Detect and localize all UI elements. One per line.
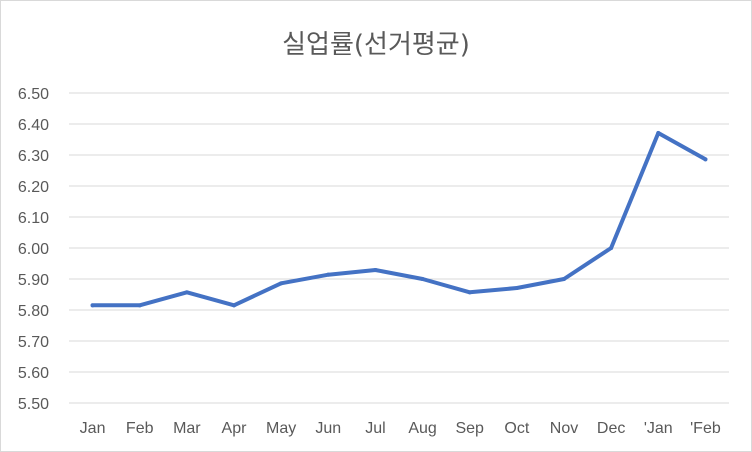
data-point [609,246,614,250]
x-tick-label: Apr [222,420,248,437]
data-point [232,303,236,308]
y-tick-label: 6.10 [18,210,49,227]
gridlines [69,92,729,404]
y-tick-label: 5.70 [18,334,49,351]
y-tick-label: 6.00 [18,241,49,258]
data-point [703,157,708,162]
data-point [562,277,566,281]
data-point [279,281,284,286]
data-point [90,303,95,308]
y-tick-label: 6.20 [18,179,49,196]
x-tick-label: Sep [455,420,484,437]
y-tick-label: 6.40 [18,117,49,134]
x-tick-label: 'Jan [644,420,673,437]
chart-title: 실업률(선거평균) [282,30,470,60]
y-tick-label: 6.50 [18,86,49,103]
data-point [656,130,661,135]
y-tick-label: 5.90 [18,272,49,289]
x-tick-label: May [266,420,296,437]
y-tick-label: 5.80 [18,303,49,320]
x-tick-label: Jan [80,420,106,437]
data-point [326,272,331,277]
series-line [90,131,708,308]
data-point [467,290,472,295]
x-tick-label: Dec [597,420,625,437]
x-tick-label: Oct [504,420,529,437]
x-axis-tick-labels: Jan Feb Mar Apr May Jun Jul Aug Sep Oct Nov Dec 'Jan… [80,420,721,437]
x-tick-label: Jun [315,420,341,437]
x-tick-label: Jul [365,420,385,437]
data-point [514,285,519,290]
x-tick-label: Nov [550,420,578,437]
y-tick-label: 6.30 [18,148,49,165]
x-tick-label: Aug [408,420,436,437]
y-tick-label: 5.60 [18,365,49,382]
data-point [373,268,378,273]
data-point [137,303,142,308]
x-tick-label: Feb [126,420,154,437]
data-point [184,290,189,295]
y-tick-label: 5.50 [18,396,49,413]
y-axis-tick-labels: 6.50 6.40 6.30 6.20 6.10 6.00 5.90 5.80 5.70 5.60… [18,86,49,413]
x-tick-label: Mar [173,420,201,437]
series-group [90,130,708,308]
x-tick-label: 'Feb [690,420,721,437]
data-point [420,277,425,281]
